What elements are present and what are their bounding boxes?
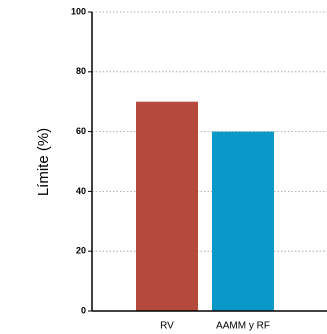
gridlines [92, 11, 327, 252]
y-tick-label: 100 [71, 6, 86, 16]
y-tick-label: 0 [81, 305, 86, 315]
y-tick-label: 40 [76, 186, 86, 196]
y-tick-label: 80 [76, 66, 86, 76]
bars [136, 101, 274, 311]
bar-aamm-y-rf [212, 131, 274, 311]
y-tick-labels: 0 20 40 60 80 100 [71, 6, 92, 315]
x-category-labels: RV AAMM y RF [160, 321, 270, 332]
x-category-label: RV [160, 321, 174, 332]
bar-rv [136, 101, 198, 311]
y-axis-title: Límite (%) [35, 128, 52, 196]
x-category-label: AAMM y RF [216, 321, 270, 332]
axes [91, 12, 327, 312]
y-tick-label: 20 [76, 246, 86, 256]
y-tick-label: 60 [76, 126, 86, 136]
